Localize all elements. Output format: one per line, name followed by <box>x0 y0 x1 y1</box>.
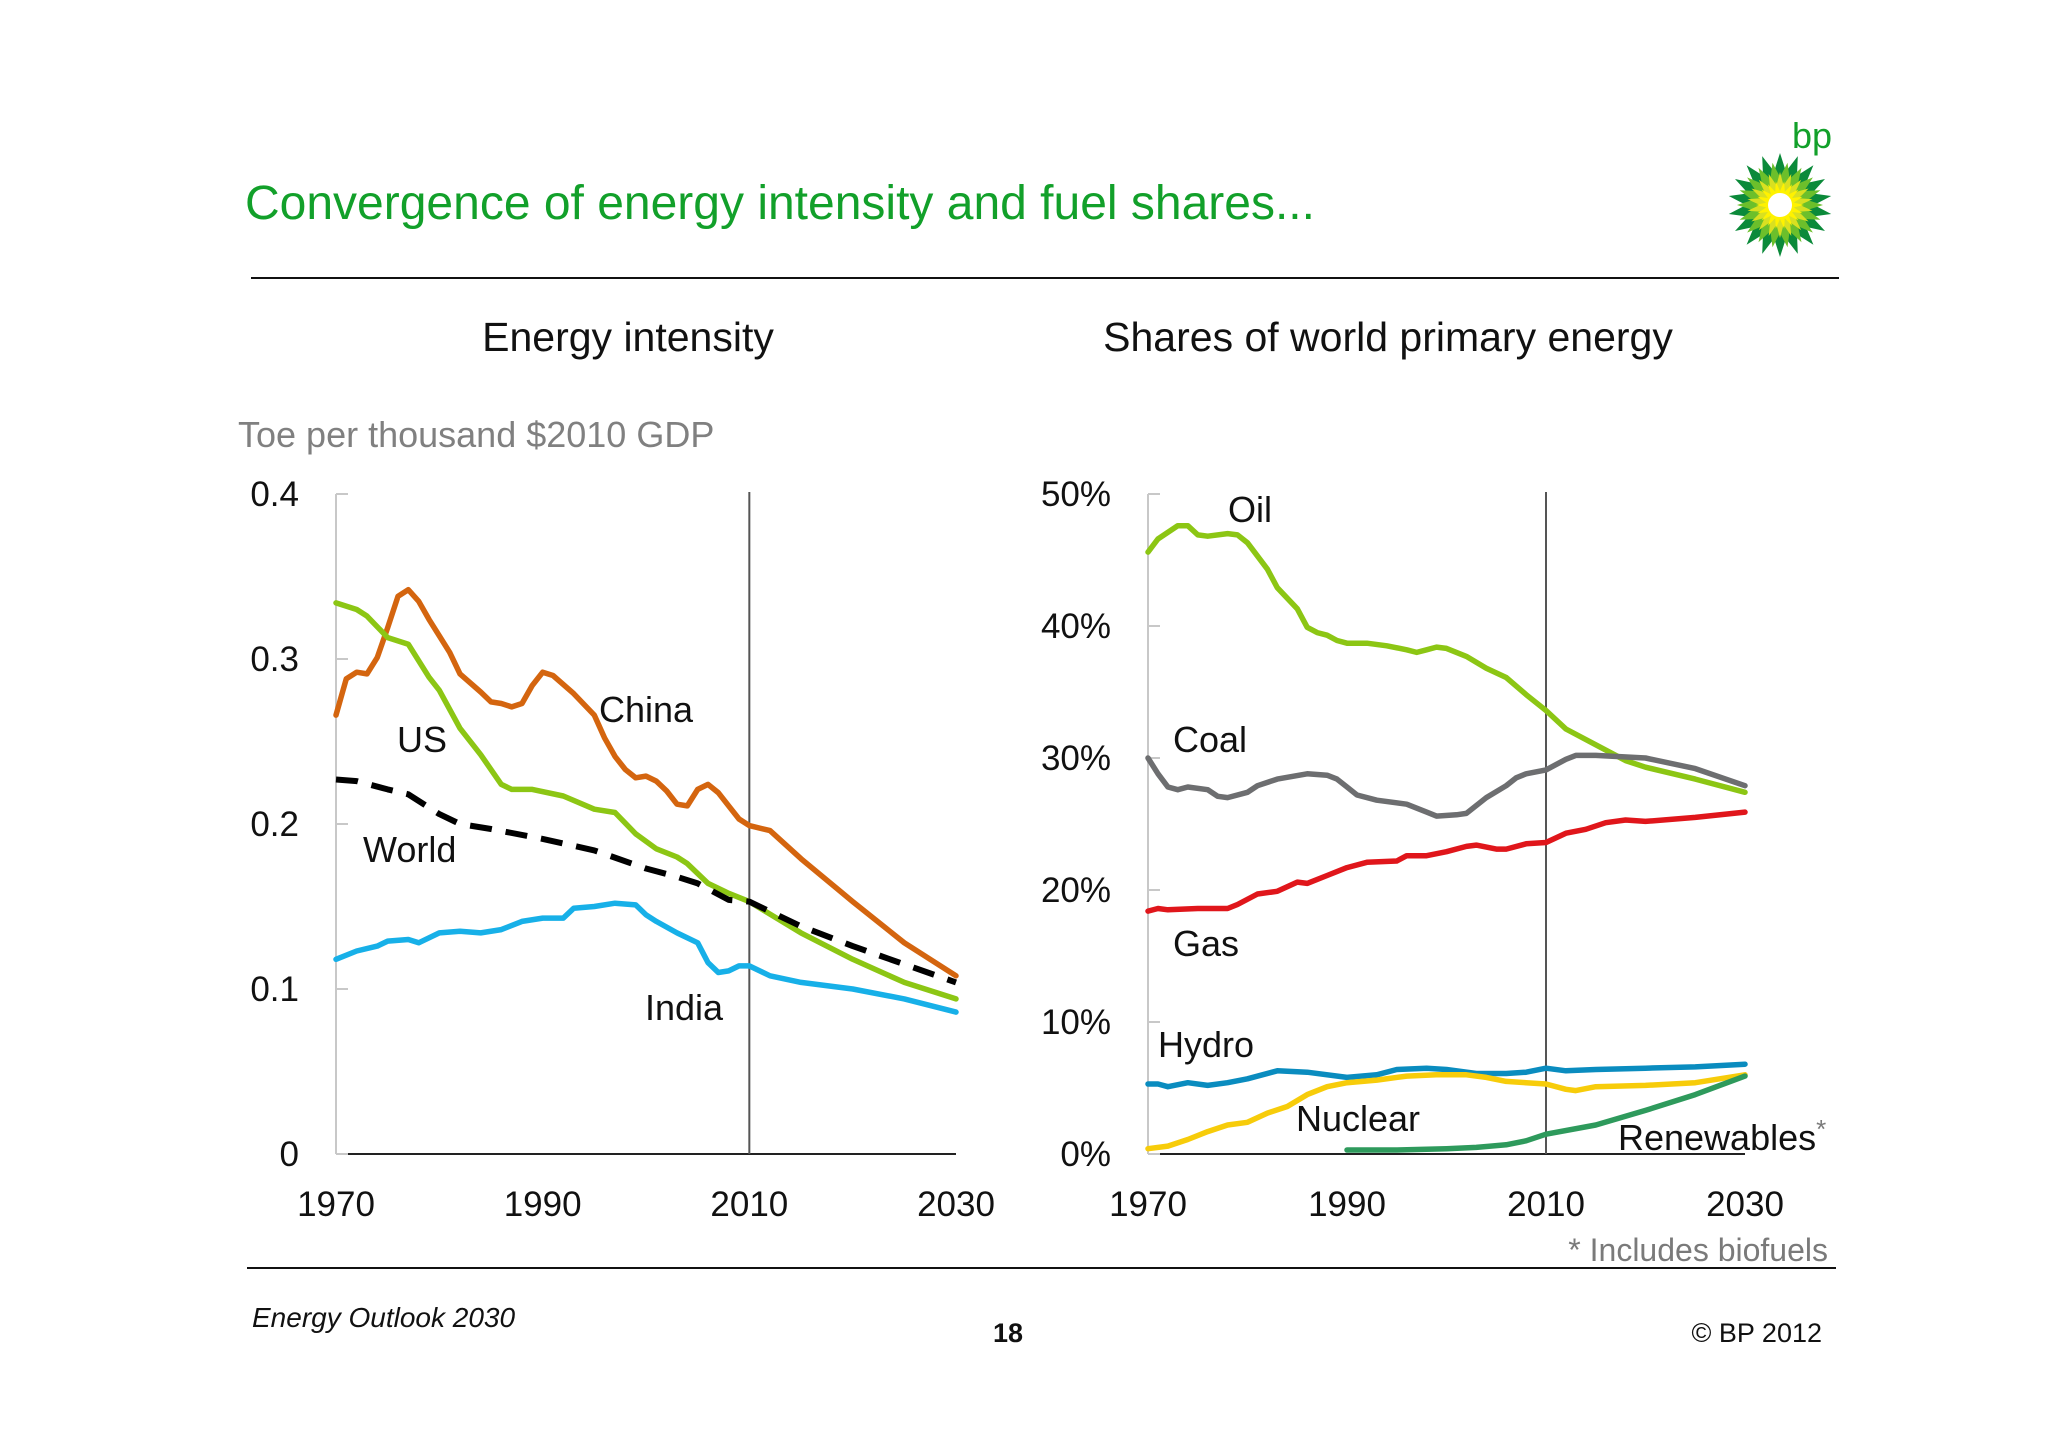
publication-name: Energy Outlook 2030 <box>252 1302 516 1333</box>
bottom-divider <box>247 1267 1836 1269</box>
helios-center <box>1768 193 1792 217</box>
slide-title: Convergence of energy intensity and fuel… <box>245 177 1315 230</box>
footnote: * Includes biofuels <box>1568 1232 1828 1268</box>
series-label-text: World <box>363 829 456 870</box>
y-tick-label: 50% <box>1041 475 1111 514</box>
series-label-oil: Oil <box>1228 489 1272 530</box>
copyright: © BP 2012 <box>1691 1318 1823 1348</box>
page-number: 18 <box>992 1318 1024 1348</box>
x-tick-label: 2010 <box>1507 1185 1585 1224</box>
series-label-world: World <box>363 829 456 870</box>
y-tick-label: 40% <box>1041 607 1111 646</box>
series-line-nuclear <box>1145 1072 1748 1152</box>
y-tick-label: 0% <box>1060 1135 1111 1174</box>
series-label-gas: Gas <box>1173 923 1239 964</box>
series-label-text: China <box>599 689 694 730</box>
bp-helios-logo: bp <box>1728 115 1832 257</box>
x-tick-label: 1970 <box>297 1185 375 1224</box>
series-label-coal: Coal <box>1173 719 1247 760</box>
x-tick-label: 1970 <box>1109 1185 1187 1224</box>
left-chart-ylabel: Toe per thousand $2010 GDP <box>238 414 715 455</box>
series-label-text: India <box>645 987 724 1028</box>
series-line-hydro <box>1145 1061 1748 1090</box>
y-tick-label: 10% <box>1041 1003 1111 1042</box>
x-tick-label: 2030 <box>917 1185 995 1224</box>
energy-intensity-chart: 0 0.1 0.2 0.3 0.4 1970 1990 2010 2030 China US Worl… <box>250 475 995 1224</box>
x-tick-label: 1990 <box>504 1185 582 1224</box>
series-label-suffix: * <box>1816 1114 1826 1144</box>
series-line-renewables <box>1344 1073 1748 1153</box>
series-line-gas <box>1145 809 1748 914</box>
left-chart-title: Energy intensity <box>482 314 774 360</box>
series-label-india: India <box>645 987 724 1028</box>
y-tick-label: 30% <box>1041 739 1111 778</box>
series-label-text: Coal <box>1173 719 1247 760</box>
y-tick-label: 0.1 <box>250 970 299 1009</box>
series-label-text: US <box>397 719 447 760</box>
series-label-renewables: Renewables* <box>1618 1114 1826 1158</box>
x-tick-label: 1990 <box>1308 1185 1386 1224</box>
x-tick-label: 2010 <box>710 1185 788 1224</box>
series-line-india <box>333 900 959 1015</box>
helios-icon <box>1728 153 1832 257</box>
top-divider <box>251 277 1839 279</box>
series-label-china: China <box>599 689 694 730</box>
fuel-shares-chart: 0% 10% 20% 30% 40% 50% 1970 1990 2010 2030 Oil Coal… <box>1041 475 1826 1224</box>
series-label-us: US <box>397 719 447 760</box>
series-label-text: Hydro <box>1158 1024 1254 1065</box>
y-tick-label: 0.4 <box>250 475 299 514</box>
y-tick-label: 20% <box>1041 871 1111 910</box>
series-label-text: Oil <box>1228 489 1272 530</box>
series-label-text: Gas <box>1173 923 1239 964</box>
series-line-us <box>333 600 959 1002</box>
series-line-china <box>333 586 959 979</box>
series-label-text: Renewables <box>1618 1117 1816 1158</box>
y-tick-label: 0.2 <box>250 805 299 844</box>
series-label-hydro: Hydro <box>1158 1024 1254 1065</box>
series-line-oil <box>1145 522 1748 796</box>
series-line-coal <box>1145 752 1748 819</box>
logo-text: bp <box>1792 115 1832 156</box>
right-chart-title: Shares of world primary energy <box>1103 314 1673 360</box>
series-label-nuclear: Nuclear <box>1296 1098 1420 1139</box>
y-tick-label: 0 <box>280 1135 299 1174</box>
y-tick-label: 0.3 <box>250 640 299 679</box>
x-tick-label: 2030 <box>1706 1185 1784 1224</box>
series-label-text: Nuclear <box>1296 1098 1420 1139</box>
series-line-world <box>335 776 957 986</box>
